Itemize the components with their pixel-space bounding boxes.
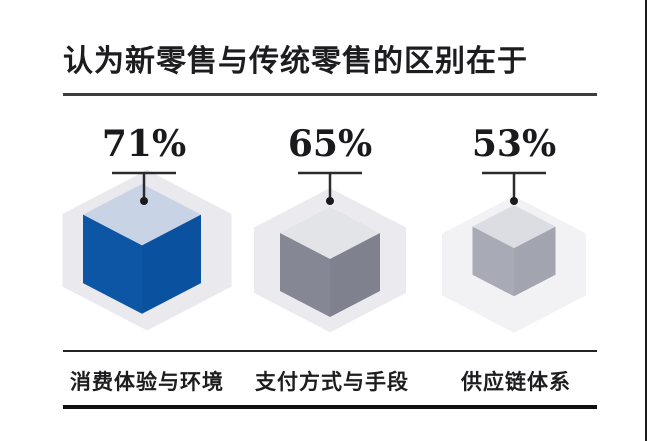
- category-label-3: 供应链体系: [461, 371, 571, 394]
- value-label-1: 71%: [101, 123, 187, 165]
- category-label-1: 消费体验与环境: [70, 371, 224, 394]
- page-title: 认为新零售与传统零售的区别在于: [63, 45, 528, 78]
- callout-dot: [140, 197, 148, 205]
- cube-top-face: [472, 205, 556, 249]
- callout-dot: [510, 197, 518, 205]
- category-label-2: 支付方式与手段: [255, 371, 409, 394]
- cube-left-face: [83, 214, 142, 314]
- cube-right-face: [330, 233, 380, 317]
- cube-right-face: [142, 214, 201, 314]
- cube-left-face: [280, 233, 330, 317]
- title-divider: [63, 93, 597, 96]
- value-label-3: 53%: [471, 123, 557, 165]
- category-divider-bottom: [63, 405, 597, 409]
- cube-left-face: [472, 226, 514, 297]
- category-divider-top: [63, 350, 597, 352]
- image-right-border: [645, 0, 647, 441]
- cube-group-2: [254, 171, 406, 333]
- cube-group-1: [62, 170, 232, 331]
- cube-top-face: [83, 184, 201, 246]
- cube-right-face: [514, 226, 556, 297]
- callout-dot: [326, 197, 334, 205]
- cube-group-3: [442, 171, 586, 333]
- value-label-2: 65%: [287, 123, 373, 165]
